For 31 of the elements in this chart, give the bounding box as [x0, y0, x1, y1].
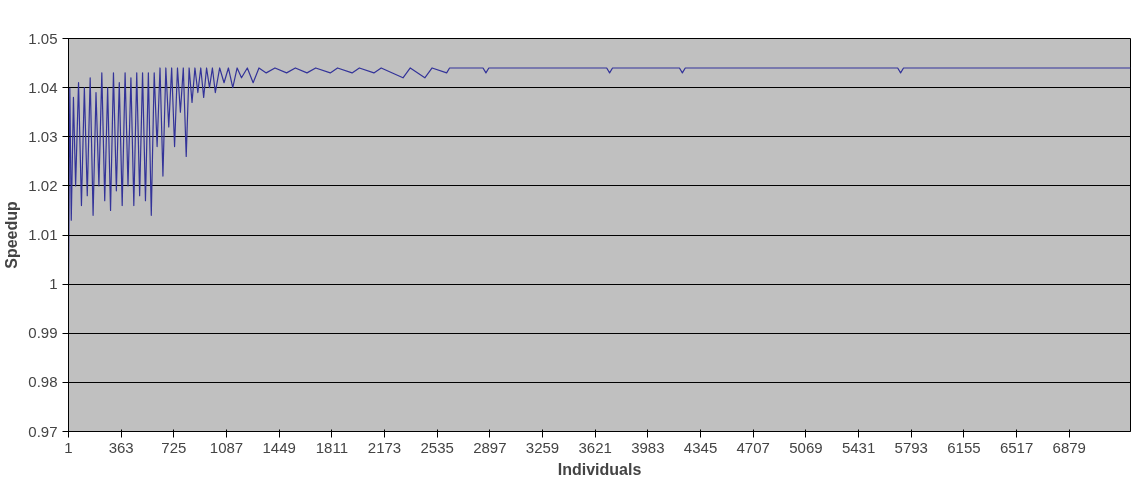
- y-tick-label: 1.05: [28, 29, 58, 47]
- x-tick-label: 725: [161, 438, 187, 456]
- x-tick-label: 5069: [789, 438, 823, 456]
- x-tick-label: 1449: [262, 438, 296, 456]
- x-tick-label: 1: [64, 438, 73, 456]
- y-tick-label: 1.04: [28, 78, 58, 96]
- x-tick-label: 1087: [209, 438, 244, 456]
- x-axis-title: Individuals: [557, 460, 642, 478]
- x-tick-label: 363: [108, 438, 134, 456]
- x-tick-label: 4345: [683, 438, 718, 456]
- y-tick-label: 1.01: [28, 226, 58, 243]
- x-tick-label: 5793: [894, 438, 928, 456]
- y-tick-label: 1.02: [28, 176, 58, 194]
- x-tick-label: 3259: [525, 438, 560, 456]
- y-tick-label: 1.03: [28, 127, 58, 145]
- y-axis-title: Speedup: [3, 200, 21, 269]
- y-tick-label: 0.98: [28, 373, 58, 391]
- x-tick-label: 2897: [473, 438, 507, 456]
- y-tick-label: 0.97: [28, 422, 58, 440]
- x-tick-label: 4707: [736, 438, 770, 456]
- x-tick-label: 3621: [578, 438, 612, 456]
- x-tick-label: 1811: [315, 438, 348, 456]
- x-tick-label: 2535: [420, 438, 454, 456]
- x-tick-label: 6517: [999, 438, 1034, 456]
- x-tick-label: 6155: [947, 438, 981, 456]
- y-tick-label: 0.99: [28, 324, 58, 342]
- x-tick-label: 3983: [631, 438, 665, 456]
- x-tick-label: 5431: [841, 438, 876, 456]
- y-tick-label: 1: [49, 275, 58, 293]
- x-tick-label: 6879: [1052, 438, 1086, 456]
- x-tick-label: 2173: [367, 438, 402, 456]
